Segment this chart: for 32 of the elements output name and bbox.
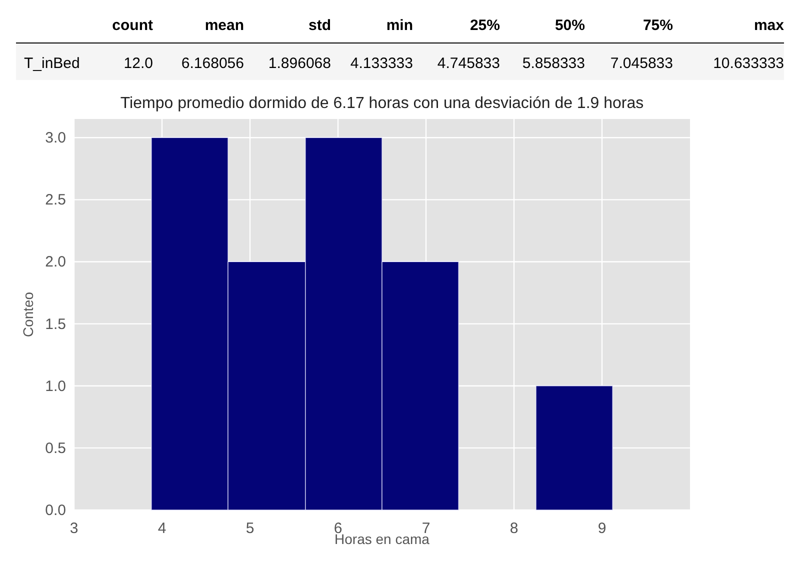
text: 5.858333 bbox=[522, 55, 585, 72]
category-label: 25% bbox=[470, 17, 500, 34]
text: 6.168056 bbox=[181, 55, 244, 72]
x-tick-label: 9 bbox=[598, 520, 606, 537]
y-tick-label: 0.0 bbox=[45, 502, 66, 519]
category-label: 75% bbox=[642, 17, 673, 34]
y-tick-label: 0.5 bbox=[45, 440, 66, 457]
y-tick-label: 2.0 bbox=[45, 254, 66, 271]
text: 4.133333 bbox=[350, 55, 413, 72]
x-tick-label: 5 bbox=[246, 520, 254, 537]
category-label: min bbox=[386, 17, 413, 34]
category-label: 50% bbox=[554, 17, 585, 34]
category-label: max bbox=[754, 17, 785, 34]
y-tick-label: 3.0 bbox=[45, 130, 66, 147]
y-axis-title: Conteo bbox=[20, 292, 36, 338]
category-label: mean bbox=[204, 17, 244, 34]
x-tick-label: 4 bbox=[158, 520, 166, 537]
y-tick-label: 1.0 bbox=[45, 378, 66, 395]
x-tick-label: 3 bbox=[70, 520, 78, 537]
text: 12.0 bbox=[124, 55, 153, 72]
category-label: T_inBed bbox=[24, 55, 80, 72]
text: 7.045833 bbox=[610, 55, 673, 72]
chart-title: Tiempo promedio dormido de 6.17 horas con una desviación de 1.9 horas bbox=[120, 95, 644, 112]
y-tick-label: 1.5 bbox=[45, 316, 66, 333]
text: 1.896068 bbox=[268, 55, 331, 72]
x-tick-label: 7 bbox=[422, 520, 430, 537]
category-label: std bbox=[308, 17, 331, 34]
text: 10.633333 bbox=[713, 55, 784, 72]
category-label: count bbox=[112, 17, 153, 34]
text: 4.745833 bbox=[437, 55, 500, 72]
x-tick-label: 8 bbox=[510, 520, 518, 537]
y-tick-label: 2.5 bbox=[45, 192, 66, 209]
